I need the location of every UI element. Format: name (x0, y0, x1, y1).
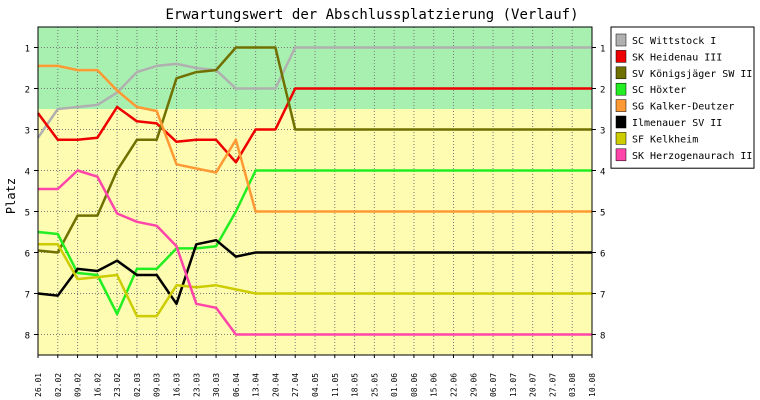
legend-label: SC Wittstock I (632, 36, 716, 47)
y-tick-label-left: 3 (25, 127, 30, 137)
legend-label: SC Höxter (632, 85, 686, 96)
x-tick-label: 11.05 (331, 373, 340, 397)
legend-swatch (615, 66, 627, 80)
x-tick-label: 26.01 (34, 373, 43, 397)
y-tick-label-left: 5 (25, 209, 30, 219)
legend-swatch (615, 50, 627, 63)
y-tick-label-left: 1 (25, 45, 30, 55)
plot-border (37, 26, 593, 356)
y-tick-label-left: 7 (25, 291, 30, 301)
y-tick-label-right: 3 (600, 127, 605, 137)
series-line-4 (37, 169, 592, 316)
x-tick-label: 08.06 (410, 373, 419, 397)
x-tick-label: 18.05 (351, 373, 360, 397)
legend: SC Wittstock I SK Heidenau III SV Königsjä… (610, 26, 755, 169)
legend-swatch (615, 82, 627, 96)
x-tick-label: 06.07 (489, 373, 498, 397)
y-tick-label-left: 2 (25, 86, 30, 96)
x-tick-label: 09.02 (74, 373, 83, 397)
series-line-8 (38, 169, 592, 336)
series-line-3 (37, 46, 592, 254)
x-tick-label: 20.07 (529, 373, 538, 397)
x-tick-label: 09.03 (153, 373, 162, 397)
x-tick-label: 06.04 (232, 373, 241, 397)
y-tick-label-right: 7 (600, 291, 605, 301)
series-line-2 (36, 87, 592, 164)
legend-label: SK Heidenau III (632, 52, 722, 63)
legend-label: SV Königsjäger SW II (632, 69, 752, 80)
x-tick-label: 13.04 (252, 373, 261, 397)
x-tick-label: 25.05 (370, 373, 379, 397)
series-line-6 (37, 238, 592, 306)
x-tick-label: 10.08 (588, 373, 597, 397)
x-tick-label: 15.06 (430, 373, 439, 397)
x-tick-label: 29.06 (469, 373, 478, 397)
y-tick-label-left: 6 (25, 250, 30, 260)
legend-swatch (615, 148, 627, 162)
y-axis-label: Platz (4, 178, 18, 214)
legend-box (610, 26, 755, 169)
y-tick-label-left: 8 (25, 332, 30, 342)
y-tick-label-right: 6 (600, 250, 605, 260)
x-tick-label: 23.03 (192, 373, 201, 397)
x-tick-label: 02.03 (133, 373, 142, 397)
x-tick-label: 27.07 (548, 373, 557, 397)
y-tick-label-right: 2 (600, 86, 605, 96)
x-tick-label: 16.03 (173, 373, 182, 397)
x-tick-label: 22.06 (450, 373, 459, 397)
legend-swatch (615, 115, 627, 129)
y-tick-label-left: 4 (25, 168, 30, 178)
x-tick-label: 20.04 (271, 373, 280, 397)
series-line-5 (38, 64, 592, 213)
x-tick-label: 01.06 (390, 373, 399, 397)
legend-swatch (615, 33, 627, 47)
x-tick-label: 04.05 (311, 373, 320, 397)
legend-label: SK Herzogenaurach II (632, 151, 752, 162)
chart-title: Erwartungswert der Abschlussplatzierung … (165, 7, 578, 23)
series-line-1 (36, 46, 592, 139)
x-tick-label: 03.08 (568, 373, 577, 397)
plot-area: 1 1 2 2 3 3 4 4 5 5 6 6 7 7 8 8 26.01 02.02 09.02 16.02 23.0… (25, 26, 605, 397)
legend-label: SF Kelkheim (632, 134, 698, 145)
x-tick-label: 16.02 (93, 373, 102, 397)
legend-label: Ilmenauer SV II (632, 118, 722, 129)
y-tick-label-right: 4 (600, 168, 605, 178)
legend-label: SG Kalker-Deutzer (632, 102, 734, 113)
x-tick-label: 27.04 (291, 373, 300, 397)
y-tick-label-right: 5 (600, 209, 605, 219)
x-tick-label: 13.07 (509, 373, 518, 397)
y-tick-label-right: 1 (600, 45, 605, 55)
y-tick-label-right: 8 (600, 332, 605, 342)
x-tick-label: 23.02 (113, 373, 122, 397)
series-line-7 (38, 243, 592, 318)
x-tick-label: 30.03 (212, 373, 221, 397)
x-tick-label: 02.02 (54, 373, 63, 397)
legend-swatch (615, 132, 627, 145)
legend-swatch (615, 99, 627, 112)
band-0 (38, 27, 592, 109)
